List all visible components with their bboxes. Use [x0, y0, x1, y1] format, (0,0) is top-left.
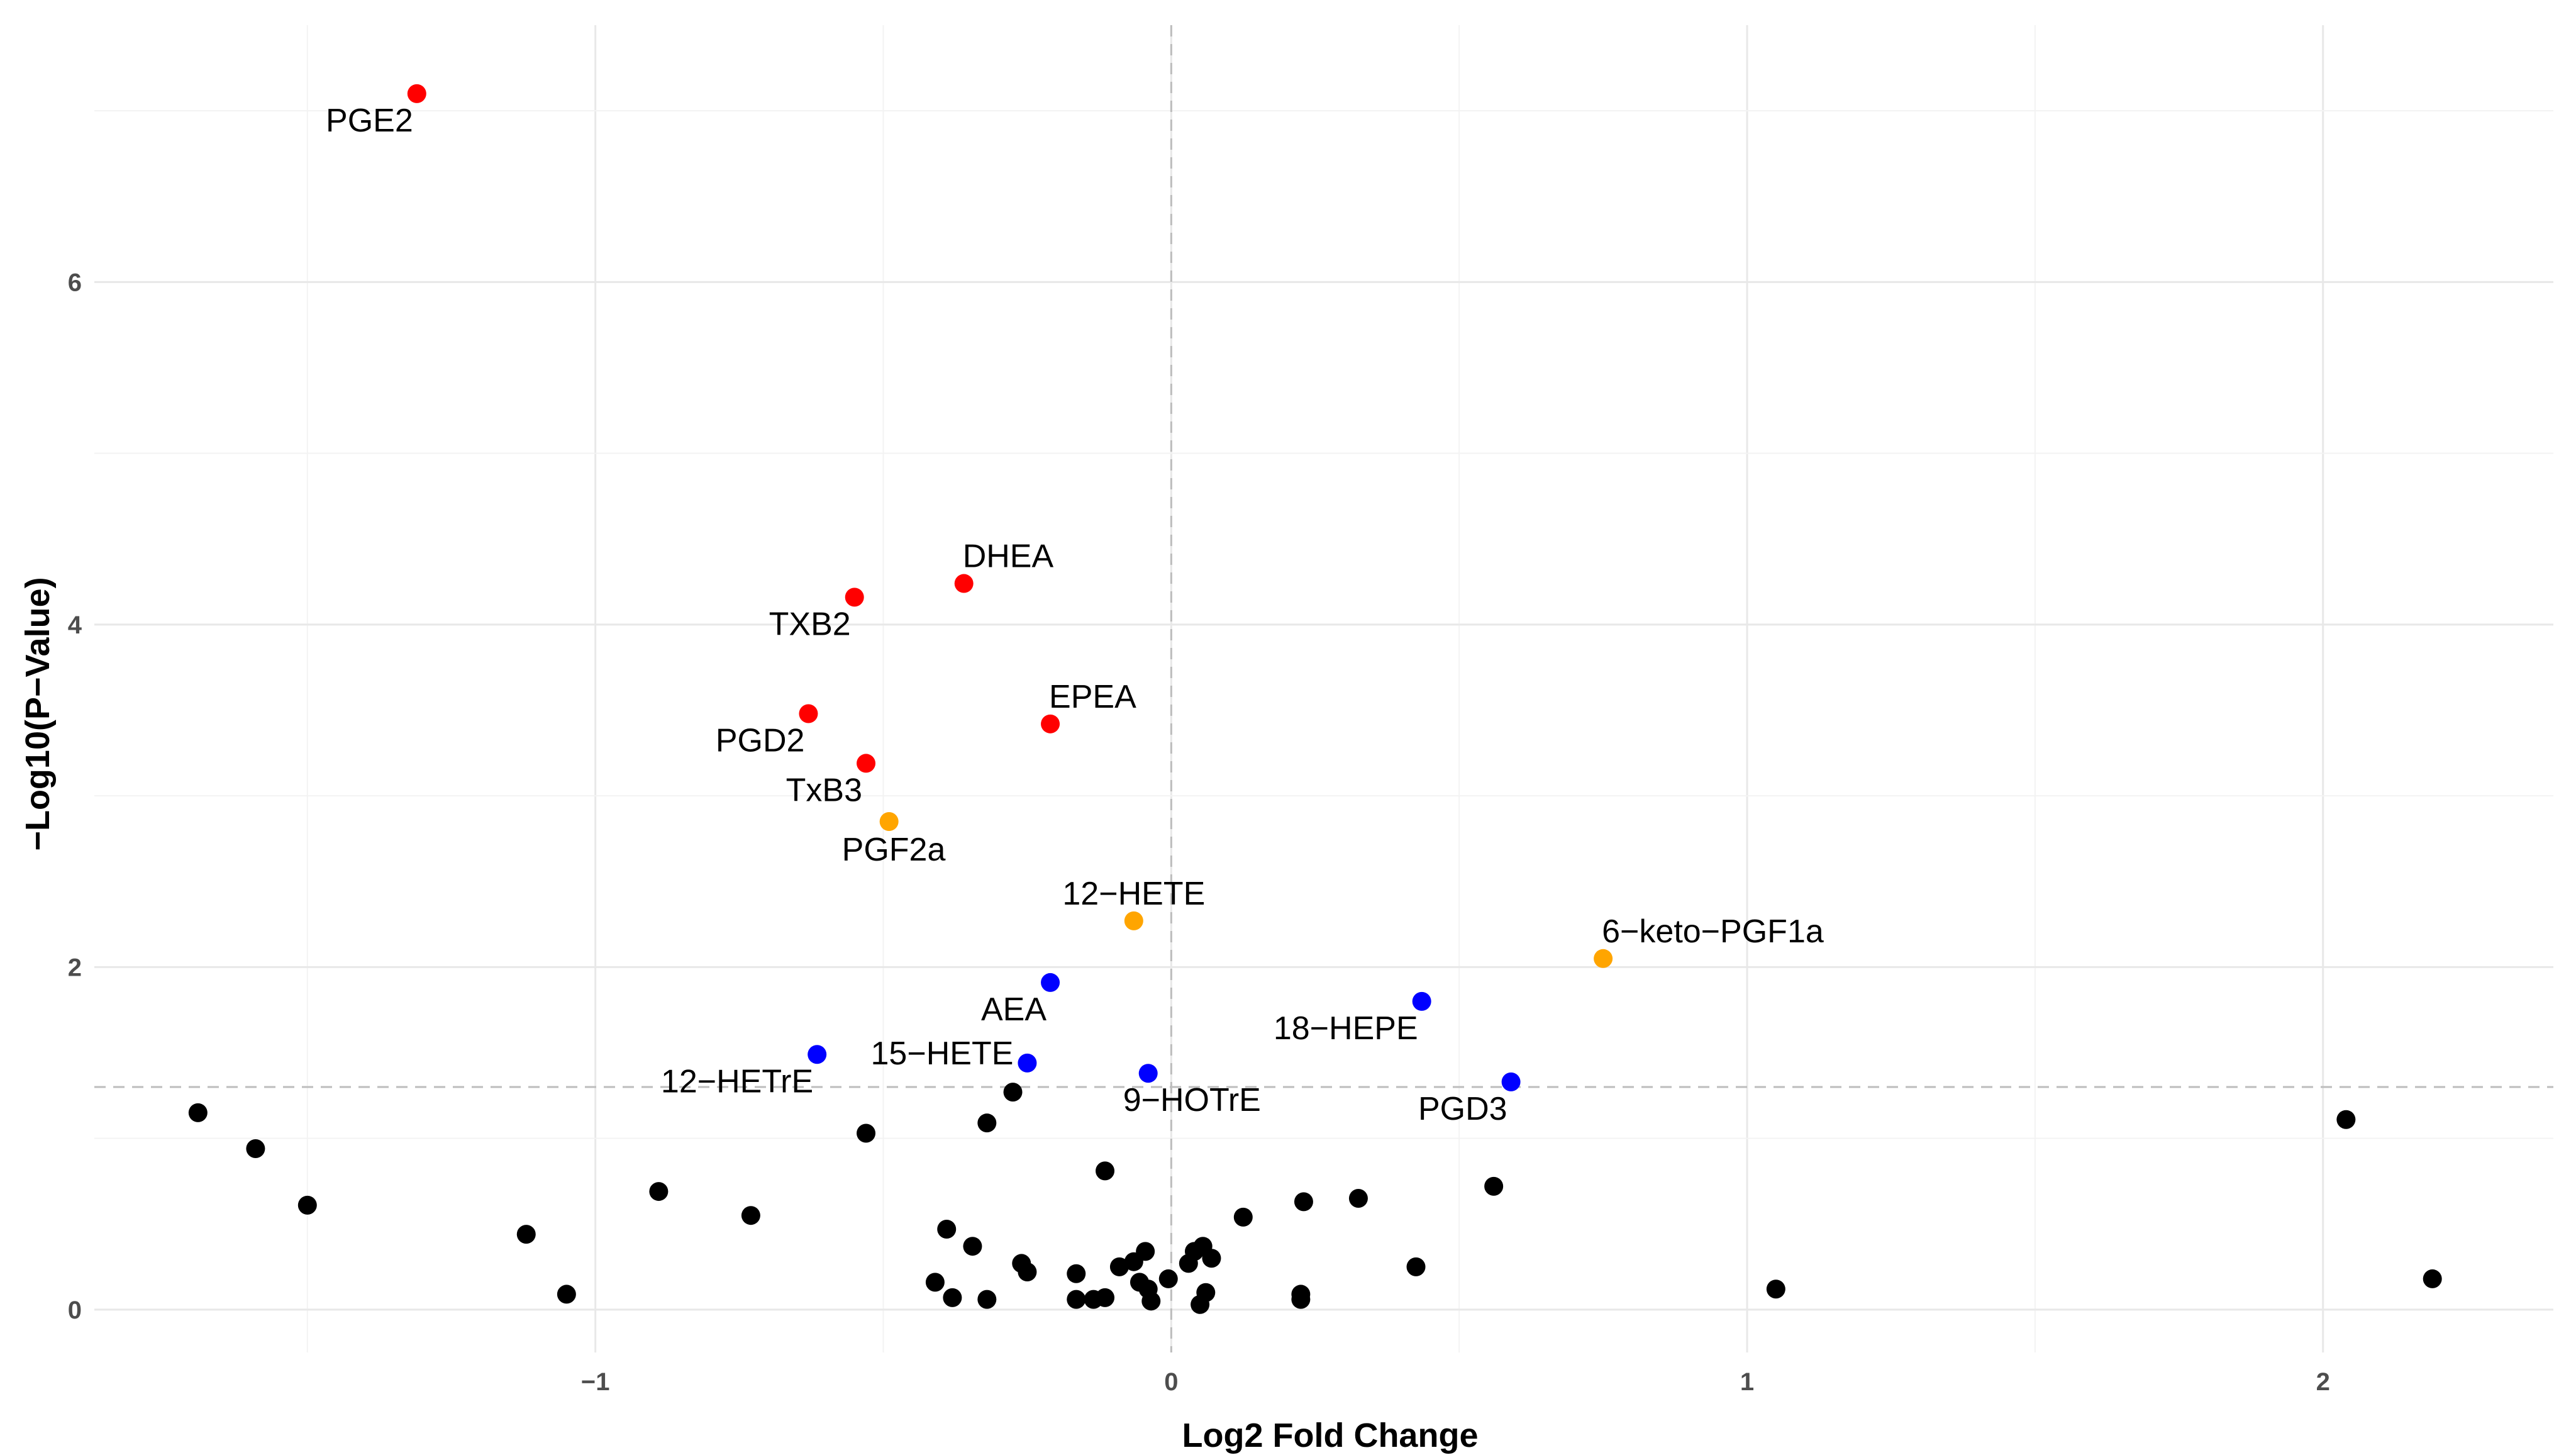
data-point	[977, 1290, 997, 1309]
y-tick-label: 6	[68, 269, 82, 296]
x-tick-label: 1	[1740, 1368, 1754, 1396]
data-point	[297, 1195, 317, 1215]
data-point	[246, 1139, 265, 1159]
data-point-highlighted	[1138, 1064, 1158, 1083]
point-label: PGD2	[716, 722, 805, 759]
data-point	[1196, 1283, 1216, 1302]
data-point	[857, 1123, 876, 1143]
y-axis-title: −Log10(P−Value)	[19, 577, 57, 850]
data-point-highlighted	[857, 754, 876, 773]
data-point-highlighted	[808, 1045, 827, 1064]
data-point	[2336, 1110, 2356, 1129]
data-point	[1067, 1264, 1086, 1283]
point-label: PGF2a	[842, 832, 946, 868]
data-point	[1202, 1249, 1221, 1268]
data-point-highlighted	[845, 588, 864, 607]
point-label: DHEA	[963, 538, 1054, 575]
y-tick-label: 2	[68, 954, 82, 981]
data-point	[925, 1273, 945, 1292]
data-point-highlighted	[954, 574, 974, 593]
data-point	[977, 1113, 997, 1133]
point-label: 6−keto−PGF1a	[1602, 913, 1824, 950]
point-label: 12−HETE	[1062, 876, 1205, 912]
data-point	[1406, 1257, 1426, 1276]
data-point	[1096, 1288, 1115, 1307]
data-point-highlighted	[1412, 991, 1431, 1011]
point-label: PGE2	[326, 103, 413, 139]
point-label: AEA	[981, 991, 1046, 1028]
data-point	[1109, 1257, 1129, 1276]
point-label: TXB2	[769, 606, 851, 642]
data-point	[943, 1288, 962, 1307]
data-point-highlighted	[799, 704, 818, 723]
data-point	[188, 1103, 208, 1122]
data-point	[1291, 1290, 1311, 1309]
plot-grid	[94, 25, 2553, 1352]
data-point	[937, 1219, 957, 1239]
data-point	[963, 1237, 982, 1256]
y-tick-label: 0	[68, 1296, 82, 1324]
data-point	[1294, 1192, 1313, 1212]
data-point	[1096, 1161, 1115, 1181]
data-point	[1233, 1207, 1253, 1227]
data-point	[1018, 1263, 1037, 1282]
data-point	[1348, 1188, 1368, 1208]
data-point	[557, 1285, 576, 1304]
data-point-highlighted	[1041, 714, 1060, 733]
data-point-highlighted	[407, 84, 426, 103]
data-point	[741, 1206, 760, 1225]
data-point	[1003, 1083, 1023, 1102]
x-axis-title: Log2 Fold Change	[1182, 1417, 1479, 1454]
data-point	[1484, 1176, 1504, 1196]
point-label: 15−HETE	[871, 1035, 1014, 1072]
point-labels: PGE2 DHEA TXB2 EPEA PGD2 TxB3 PGF2a 12−HETE 6−ke…	[326, 103, 1824, 1127]
x-tick-label: 0	[1164, 1368, 1178, 1396]
data-points	[188, 84, 2442, 1314]
point-label: 12−HETrE	[661, 1063, 813, 1100]
data-point	[1136, 1242, 1155, 1261]
point-label: EPEA	[1049, 679, 1136, 715]
y-tick-label: 4	[68, 611, 82, 639]
data-point-highlighted	[1018, 1053, 1037, 1073]
data-point	[516, 1225, 536, 1244]
point-label: TxB3	[786, 772, 862, 808]
data-point	[1766, 1279, 1785, 1299]
data-point	[1158, 1269, 1178, 1288]
reference-lines	[94, 25, 2553, 1352]
data-point-highlighted	[1594, 949, 1613, 968]
axis-ticks: −1 0 1 2 0 2 4 6	[68, 269, 2330, 1396]
data-point	[1141, 1291, 1161, 1311]
data-point-highlighted	[879, 812, 899, 831]
data-point-highlighted	[1501, 1072, 1521, 1091]
point-label: PGD3	[1418, 1091, 1507, 1127]
data-point	[649, 1182, 669, 1201]
data-point-highlighted	[1041, 973, 1060, 992]
data-point-highlighted	[1124, 911, 1143, 930]
data-point	[2423, 1269, 2442, 1288]
point-label: 9−HOTrE	[1123, 1082, 1261, 1118]
x-tick-label: 2	[2316, 1368, 2330, 1396]
point-label: 18−HEPE	[1274, 1010, 1418, 1047]
data-point	[1067, 1290, 1086, 1309]
x-tick-label: −1	[581, 1368, 610, 1396]
